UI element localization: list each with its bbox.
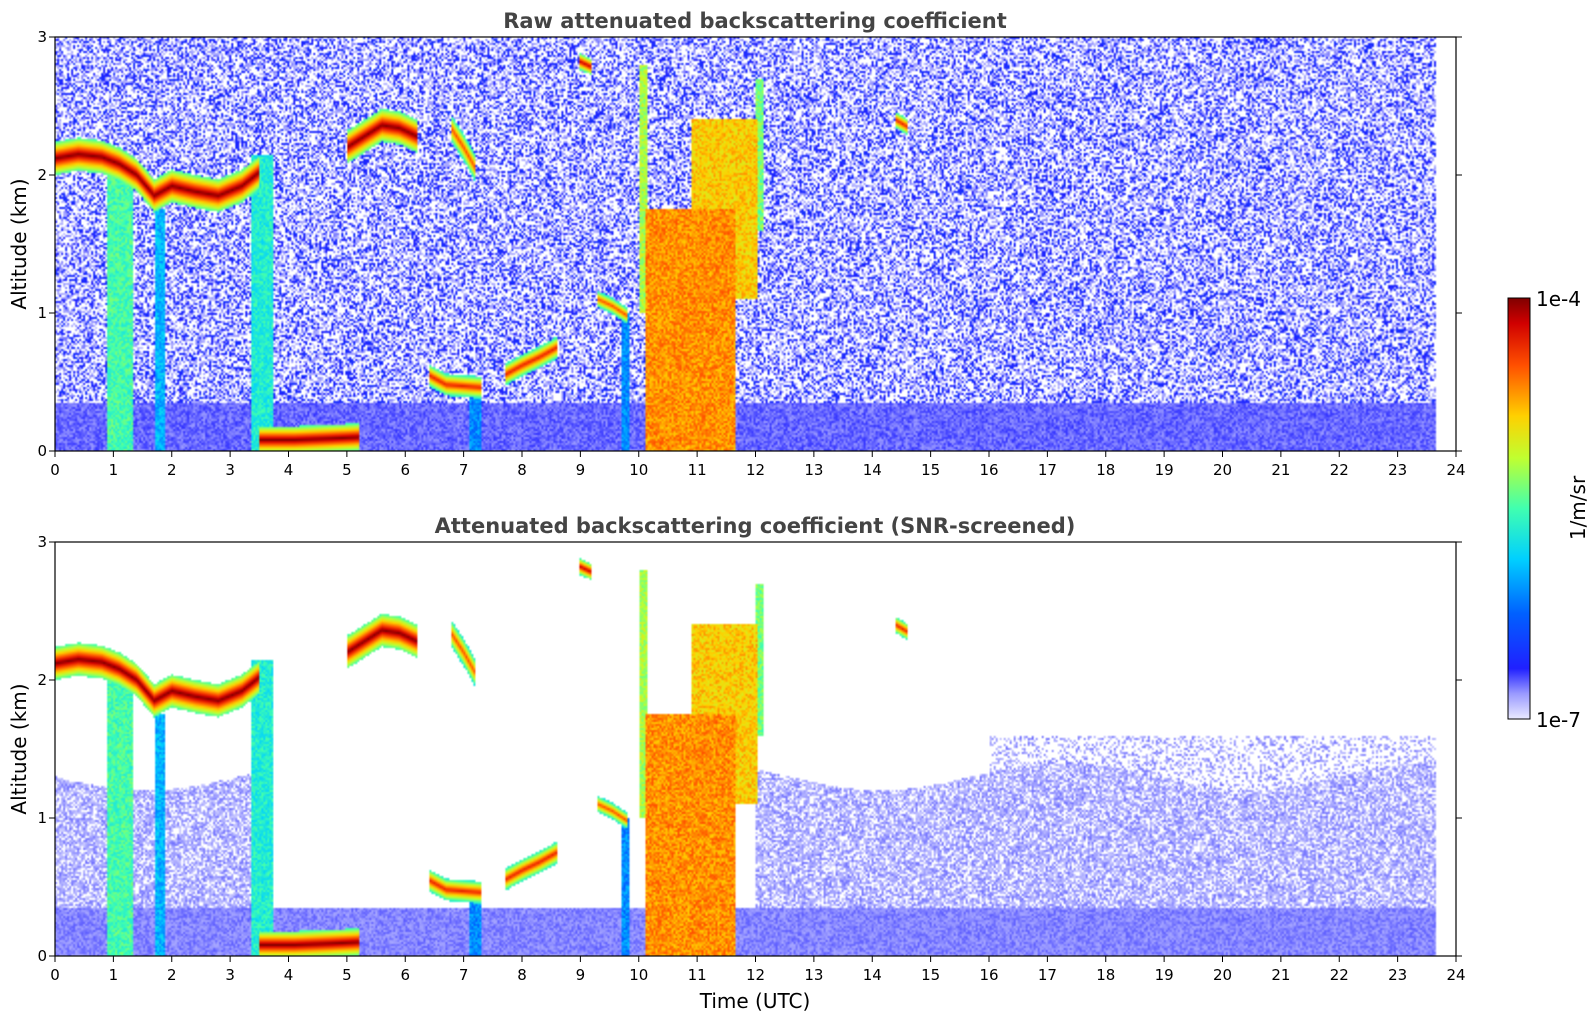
x-tick-label: 21 [1271, 461, 1290, 479]
x-axis: 0 1 2 3 4 5 6 7 8 9 10 11 12 13 14 15 16 17 18 19 20 21 22 23 24 [50, 956, 1466, 984]
y-tick-label: 2 [37, 166, 47, 184]
y-axis: 0 1 2 3 [37, 28, 1462, 460]
colorbar-max-label: 1e-4 [1536, 287, 1581, 311]
panel-screened: Attenuated backscattering coefficient (S… [7, 514, 1466, 1013]
y-axis-label: Altitude (km) [7, 683, 31, 814]
x-tick-label: 8 [517, 966, 527, 984]
x-tick-label: 19 [1155, 461, 1174, 479]
x-tick-label: 21 [1271, 966, 1290, 984]
heatmap-image [55, 37, 1456, 451]
x-tick-label: 8 [517, 461, 527, 479]
x-tick-label: 14 [863, 461, 882, 479]
x-tick-label: 4 [284, 461, 294, 479]
colorbar-min-label: 1e-7 [1536, 708, 1581, 732]
x-tick-label: 11 [688, 461, 707, 479]
panel-title: Raw attenuated backscattering coefficien… [503, 9, 1007, 33]
y-axis-label: Altitude (km) [7, 178, 31, 309]
x-axis: 0 1 2 3 4 5 6 7 8 9 10 11 12 13 14 15 16 17 18 19 20 21 22 23 24 [50, 451, 1466, 479]
x-tick-label: 5 [342, 966, 352, 984]
x-tick-label: 22 [1330, 461, 1349, 479]
x-tick-label: 13 [804, 461, 823, 479]
x-tick-label: 5 [342, 461, 352, 479]
x-tick-label: 2 [167, 966, 177, 984]
x-tick-label: 17 [1038, 461, 1057, 479]
x-tick-label: 15 [921, 461, 940, 479]
x-tick-label: 3 [225, 461, 235, 479]
y-tick-label: 0 [37, 442, 47, 460]
x-tick-label: 9 [576, 966, 586, 984]
x-tick-label: 19 [1155, 966, 1174, 984]
y-tick-label: 0 [37, 947, 47, 965]
x-tick-label: 20 [1213, 966, 1232, 984]
x-tick-label: 10 [629, 966, 648, 984]
x-tick-label: 15 [921, 966, 940, 984]
x-axis-label: Time (UTC) [699, 989, 811, 1013]
y-tick-label: 3 [37, 533, 47, 551]
x-tick-label: 11 [688, 966, 707, 984]
colorbar-unit-label: 1/m/sr [1566, 475, 1590, 540]
x-tick-label: 12 [746, 966, 765, 984]
x-tick-label: 12 [746, 461, 765, 479]
y-tick-label: 2 [37, 671, 47, 689]
y-tick-label: 1 [37, 809, 47, 827]
x-tick-label: 18 [1096, 966, 1115, 984]
colorbar-gradient [1507, 297, 1531, 720]
x-tick-label: 17 [1038, 966, 1057, 984]
x-tick-label: 0 [50, 966, 60, 984]
x-tick-label: 6 [400, 461, 410, 479]
x-tick-label: 6 [400, 966, 410, 984]
x-tick-label: 2 [167, 461, 177, 479]
y-tick-label: 1 [37, 304, 47, 322]
x-tick-label: 14 [863, 966, 882, 984]
y-axis: 0 1 2 3 [37, 533, 1462, 965]
heatmap-image [55, 542, 1456, 956]
x-tick-label: 1 [109, 461, 119, 479]
x-tick-label: 23 [1388, 966, 1407, 984]
x-tick-label: 3 [225, 966, 235, 984]
panel-raw: Raw attenuated backscattering coefficien… [7, 9, 1466, 479]
x-tick-label: 23 [1388, 461, 1407, 479]
x-tick-label: 7 [459, 966, 469, 984]
colorbar: 1e-4 1e-7 1/m/sr [1507, 287, 1590, 732]
x-tick-label: 24 [1446, 966, 1465, 984]
x-tick-label: 18 [1096, 461, 1115, 479]
x-tick-label: 9 [576, 461, 586, 479]
x-tick-label: 10 [629, 461, 648, 479]
x-tick-label: 1 [109, 966, 119, 984]
x-tick-label: 4 [284, 966, 294, 984]
x-tick-label: 20 [1213, 461, 1232, 479]
panel-title: Attenuated backscattering coefficient (S… [435, 514, 1076, 538]
x-tick-label: 16 [979, 966, 998, 984]
x-tick-label: 16 [979, 461, 998, 479]
x-tick-label: 13 [804, 966, 823, 984]
x-tick-label: 22 [1330, 966, 1349, 984]
x-tick-label: 0 [50, 461, 60, 479]
y-tick-label: 3 [37, 28, 47, 46]
x-tick-label: 24 [1446, 461, 1465, 479]
x-tick-label: 7 [459, 461, 469, 479]
